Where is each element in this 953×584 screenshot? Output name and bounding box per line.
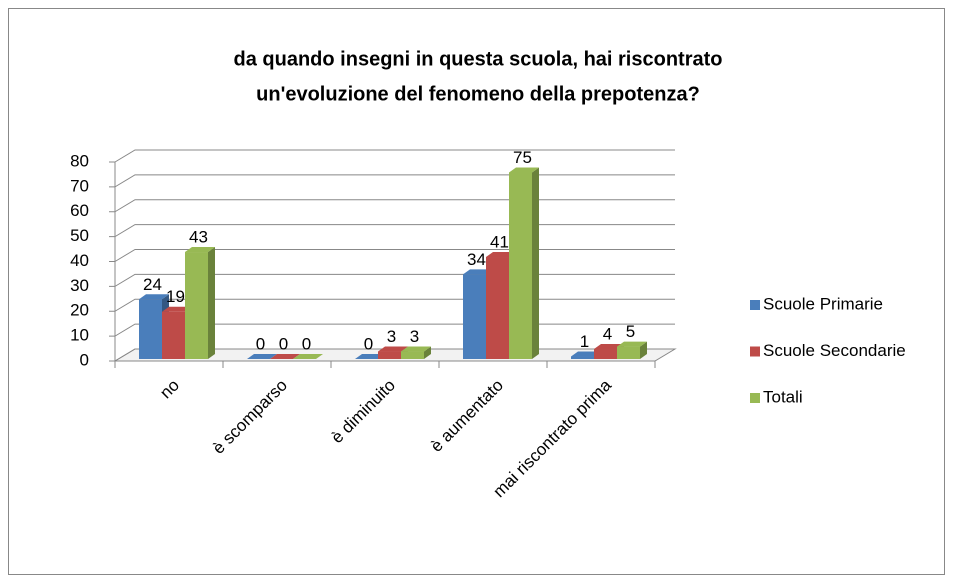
y-tick-label: 50 bbox=[70, 226, 89, 245]
bar-top bbox=[463, 269, 493, 275]
value-label: 1 bbox=[580, 332, 589, 351]
y-tick-label: 0 bbox=[80, 350, 89, 369]
value-label: 0 bbox=[364, 334, 373, 353]
bar bbox=[378, 351, 401, 359]
legend-swatch bbox=[750, 300, 760, 310]
value-label: 41 bbox=[490, 232, 509, 251]
bar-top bbox=[571, 351, 601, 357]
grid-line bbox=[114, 199, 675, 213]
y-tick-label: 20 bbox=[70, 301, 89, 320]
value-label: 0 bbox=[279, 334, 288, 353]
legend-label: Scuole Secondarie bbox=[763, 341, 906, 360]
bar bbox=[139, 299, 162, 359]
value-label: 34 bbox=[467, 250, 486, 269]
y-tick-label: 60 bbox=[70, 201, 89, 220]
bar-top bbox=[509, 167, 539, 173]
bar-top bbox=[355, 354, 385, 359]
value-label: 75 bbox=[513, 148, 532, 167]
bar bbox=[162, 311, 185, 359]
bar-side bbox=[532, 167, 539, 359]
value-label: 3 bbox=[410, 327, 419, 346]
bar-top bbox=[162, 306, 192, 312]
bar bbox=[594, 349, 617, 359]
chart-title: un'evoluzione del fenomeno della prepote… bbox=[256, 83, 700, 105]
legend-label: Totali bbox=[763, 387, 803, 406]
bar-top bbox=[378, 346, 408, 352]
value-label: 3 bbox=[387, 327, 396, 346]
bar-top bbox=[293, 354, 323, 359]
bar bbox=[571, 356, 594, 359]
value-label: 5 bbox=[626, 322, 635, 341]
y-tick-label: 30 bbox=[70, 276, 89, 295]
bar-top bbox=[139, 294, 169, 300]
y-tick-label: 80 bbox=[70, 151, 89, 170]
value-label: 4 bbox=[603, 325, 612, 344]
bar-top bbox=[270, 354, 300, 359]
bar-top bbox=[486, 252, 516, 258]
value-label: 43 bbox=[189, 228, 208, 247]
bar bbox=[463, 274, 486, 359]
chart-title: da quando insegni in questa scuola, hai … bbox=[234, 48, 723, 70]
bar bbox=[617, 346, 640, 359]
value-label: 0 bbox=[302, 334, 311, 353]
legend-label: Scuole Primarie bbox=[763, 294, 883, 313]
bar bbox=[185, 252, 208, 359]
y-tick-label: 40 bbox=[70, 251, 89, 270]
grid-line bbox=[114, 249, 675, 262]
grid-line bbox=[114, 149, 675, 163]
bar bbox=[401, 351, 424, 359]
bar-top bbox=[185, 247, 215, 253]
legend-swatch bbox=[750, 393, 760, 403]
legend-swatch bbox=[750, 346, 760, 357]
bar-top bbox=[247, 354, 277, 359]
value-label: 0 bbox=[256, 334, 265, 353]
bar-side bbox=[424, 346, 431, 359]
value-label: 19 bbox=[166, 287, 185, 306]
bar-top bbox=[594, 344, 624, 350]
bar bbox=[509, 172, 532, 359]
y-tick-label: 70 bbox=[70, 176, 89, 195]
bar-top bbox=[617, 341, 647, 347]
grid-line bbox=[114, 174, 675, 188]
bar-top bbox=[401, 346, 431, 352]
bar-side bbox=[208, 247, 215, 359]
y-tick-label: 10 bbox=[70, 326, 89, 345]
value-label: 24 bbox=[143, 275, 162, 294]
bar-side bbox=[640, 341, 647, 359]
bar bbox=[486, 257, 509, 359]
grid-line bbox=[114, 224, 675, 238]
